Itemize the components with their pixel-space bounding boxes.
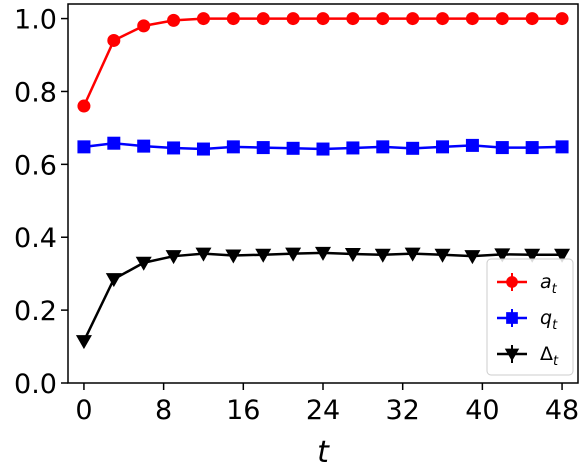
data-point	[105, 273, 122, 288]
data-point	[256, 141, 270, 155]
data-point	[75, 335, 92, 350]
legend-label: at	[540, 271, 558, 297]
data-point	[495, 12, 509, 26]
data-point	[286, 12, 300, 26]
data-point	[137, 19, 151, 33]
x-tick-label: 0	[75, 395, 92, 426]
series-square	[77, 136, 569, 156]
data-point	[135, 256, 152, 271]
y-tick-label: 0.0	[14, 369, 57, 400]
data-point	[376, 140, 390, 154]
legend-marker	[506, 276, 518, 288]
x-tick-label: 8	[155, 395, 172, 426]
data-point	[436, 140, 450, 154]
legend-box	[486, 258, 574, 376]
plot-marks	[75, 12, 571, 350]
data-point	[525, 141, 539, 155]
data-point	[465, 12, 479, 26]
data-point	[465, 138, 479, 152]
data-point	[196, 12, 210, 26]
y-tick-label: 0.8	[14, 77, 57, 108]
x-tick-label: 40	[465, 395, 499, 426]
data-point	[494, 248, 511, 263]
x-axis-label: t	[317, 435, 330, 470]
data-point	[434, 248, 451, 263]
legend-item: qt	[497, 307, 558, 333]
data-point	[137, 139, 151, 153]
x-tick-label: 32	[386, 395, 420, 426]
data-point	[286, 141, 300, 155]
y-tick-label: 1.0	[14, 5, 57, 36]
data-point	[226, 12, 240, 26]
data-point	[495, 141, 509, 155]
data-point	[195, 247, 212, 262]
legend-item: Δt	[497, 343, 559, 369]
data-point	[554, 248, 571, 263]
data-point	[165, 250, 182, 265]
legend-item: at	[497, 271, 558, 297]
legend-marker	[506, 312, 518, 324]
data-point	[436, 12, 450, 26]
x-tick-label: 16	[226, 395, 260, 426]
y-tick-label: 0.2	[14, 296, 57, 327]
data-point	[316, 142, 330, 156]
data-point	[225, 249, 242, 264]
data-point	[406, 141, 420, 155]
data-point	[464, 250, 481, 265]
y-tick-label: 0.6	[14, 150, 57, 181]
data-point	[226, 140, 240, 154]
series-triangle-down	[75, 246, 571, 350]
data-point	[107, 136, 121, 150]
series-circle	[77, 12, 569, 113]
data-point	[255, 248, 272, 263]
axes: 0 8 16 24 32 40 48 0.0 0.2 0.4 0.6 0.8 1.0	[14, 5, 579, 426]
data-point	[374, 248, 391, 263]
data-point	[555, 140, 569, 154]
y-tick-label: 0.4	[14, 223, 57, 254]
data-point	[315, 246, 331, 261]
legend-label: Δt	[540, 343, 559, 369]
data-point	[167, 141, 181, 155]
data-point	[376, 12, 390, 26]
data-point	[346, 12, 360, 26]
data-point	[316, 12, 330, 26]
data-point	[285, 247, 302, 262]
series-line	[82, 17, 563, 107]
data-point	[346, 141, 360, 155]
legend: at qt Δt	[486, 258, 574, 376]
data-point	[196, 142, 210, 156]
data-point	[77, 99, 91, 113]
data-point	[555, 12, 569, 26]
data-point	[256, 12, 270, 26]
legend-label: qt	[540, 307, 558, 333]
data-point	[167, 13, 181, 27]
data-point	[77, 140, 91, 154]
data-point	[525, 12, 539, 26]
data-point	[406, 12, 420, 26]
data-point	[107, 33, 121, 47]
x-tick-label: 48	[545, 395, 579, 426]
data-point	[404, 247, 421, 262]
data-point	[524, 248, 541, 263]
legend-marker	[504, 348, 520, 362]
data-point	[344, 247, 361, 262]
x-tick-label: 24	[306, 395, 340, 426]
